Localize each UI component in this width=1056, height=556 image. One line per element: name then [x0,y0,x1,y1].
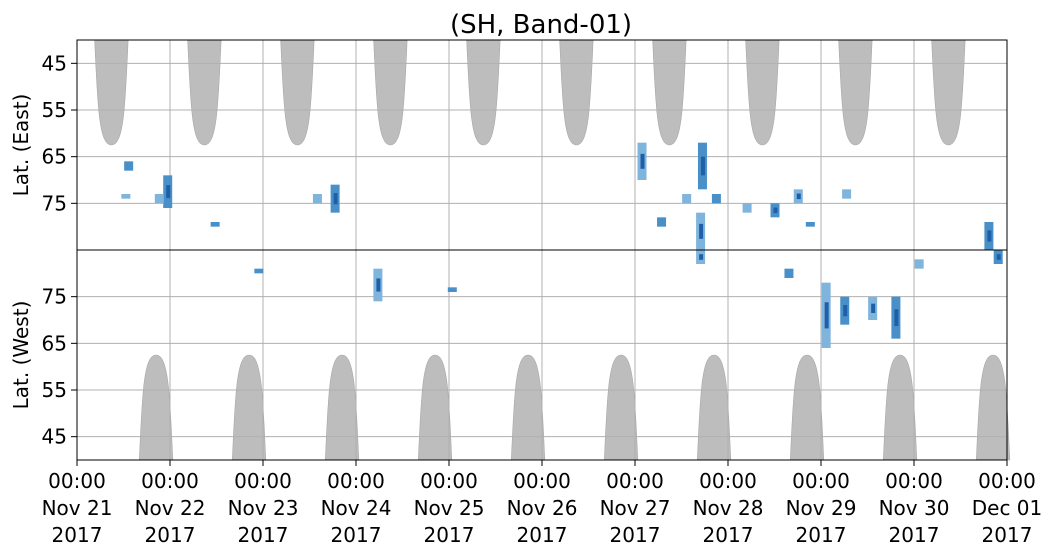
xtick-label-date: Nov 29 [786,496,857,520]
daylight-lobe-east [559,39,594,146]
event-mark-east [742,203,752,213]
daylight-lobe-east [94,39,129,146]
event-mark-west-core [996,254,1001,260]
daylight-layer [94,39,1011,461]
xtick-label-date: Nov 23 [228,496,299,520]
event-mark-east-core [796,193,801,200]
event-mark-east [657,217,667,227]
daylight-lobe-east [931,39,966,146]
xtick-label-year: 2017 [424,523,475,547]
event-mark-west-core [843,305,848,317]
ylabel-west: Lat. (West) [9,301,33,410]
event-mark-west-core [871,303,876,313]
event-mark-west-core [824,302,829,329]
event-mark-west-core [376,278,381,292]
event-mark-east-core [333,193,338,205]
xtick-label-year: 2017 [703,523,754,547]
event-mark-west-core [699,254,704,260]
event-mark-east-core [640,153,645,169]
ytick-label-west: 65 [42,331,67,355]
xtick-layer: 00:00 Nov 21 2017 00:00 Nov 22 2017 00:00 Nov 2… [42,460,1043,547]
daylight-lobe-west [975,354,1011,461]
event-mark-east [682,194,692,204]
event-mark-east [210,222,220,227]
xtick-label-time: 00:00 [978,469,1036,493]
daylight-lobe-east [280,39,315,146]
xtick-label-date: Nov 22 [135,496,206,520]
ytick-label-west: 55 [42,378,67,402]
event-mark-east [154,194,164,204]
daylight-lobe-east [187,39,222,146]
xtick-label-date: Nov 28 [693,496,764,520]
event-mark-east [842,189,852,199]
daylight-lobe-east [652,39,687,146]
ytick-label-east: 45 [42,51,67,75]
xtick-label-time: 00:00 [420,469,478,493]
daylight-lobe-west [696,354,732,461]
xtick-label-year: 2017 [238,523,289,547]
xtick-label-year: 2017 [331,523,382,547]
xtick-label-date: Nov 24 [321,496,392,520]
event-mark-west [784,268,794,278]
ytick-label-east: 75 [42,191,67,215]
xtick-label-date: Dec 01 [972,496,1043,520]
daylight-lobe-west [882,354,918,461]
event-mark-east [711,194,721,204]
xtick-label-date: Nov 30 [879,496,950,520]
event-mark-east-core [773,207,778,214]
ylabel-east: Lat. (East) [9,94,33,197]
xtick-label-date: Nov 27 [600,496,671,520]
xtick-label-date: Nov 26 [507,496,578,520]
event-mark-east [312,194,322,204]
xtick-label-time: 00:00 [234,469,292,493]
xtick-label-year: 2017 [517,523,568,547]
event-mark-east [805,222,815,227]
xtick-label-time: 00:00 [513,469,571,493]
event-mark-east [121,194,131,199]
ytick-label-west: 45 [42,425,67,449]
xtick-label-time: 00:00 [327,469,385,493]
daylight-lobe-west [417,354,453,461]
daylight-lobe-west [603,354,639,461]
event-mark-west [254,268,264,274]
xtick-label-time: 00:00 [792,469,850,493]
ytick-label-east: 65 [42,145,67,169]
xtick-label-year: 2017 [982,523,1033,547]
event-mark-west [447,287,457,292]
daylight-lobe-west [324,354,360,461]
daylight-lobe-west [510,354,546,461]
event-mark-west [914,259,924,269]
daylight-lobe-east [466,39,501,146]
chart-title: (SH, Band-01) [450,10,632,40]
xtick-label-time: 00:00 [885,469,943,493]
event-mark-west-core [894,309,899,327]
xtick-label-time: 00:00 [699,469,757,493]
daylight-lobe-west [138,354,174,461]
xtick-label-time: 00:00 [606,469,664,493]
event-mark-east-core [987,230,992,242]
event-mark-east [124,161,134,171]
xtick-label-year: 2017 [796,523,847,547]
xtick-label-date: Nov 21 [42,496,113,520]
xtick-label-time: 00:00 [141,469,199,493]
event-mark-east-core [700,156,705,176]
event-mark-east-core [699,223,704,239]
event-mark-east-core [166,185,171,199]
xtick-label-year: 2017 [145,523,196,547]
xtick-label-year: 2017 [610,523,661,547]
xtick-label-time: 00:00 [48,469,106,493]
xtick-label-year: 2017 [52,523,103,547]
ytick-layer: 45 55 65 75 75 65 55 45 [42,51,77,449]
xtick-label-year: 2017 [889,523,940,547]
ytick-label-east: 55 [42,98,67,122]
xtick-label-date: Nov 25 [414,496,485,520]
daylight-lobe-east [373,39,408,146]
daylight-lobe-west [231,354,267,461]
event-layer [121,142,1003,348]
daylight-lobe-east [838,39,873,146]
ytick-label-west: 75 [42,285,67,309]
daylight-lobe-west [789,354,825,461]
daylight-lobe-east [745,39,780,146]
